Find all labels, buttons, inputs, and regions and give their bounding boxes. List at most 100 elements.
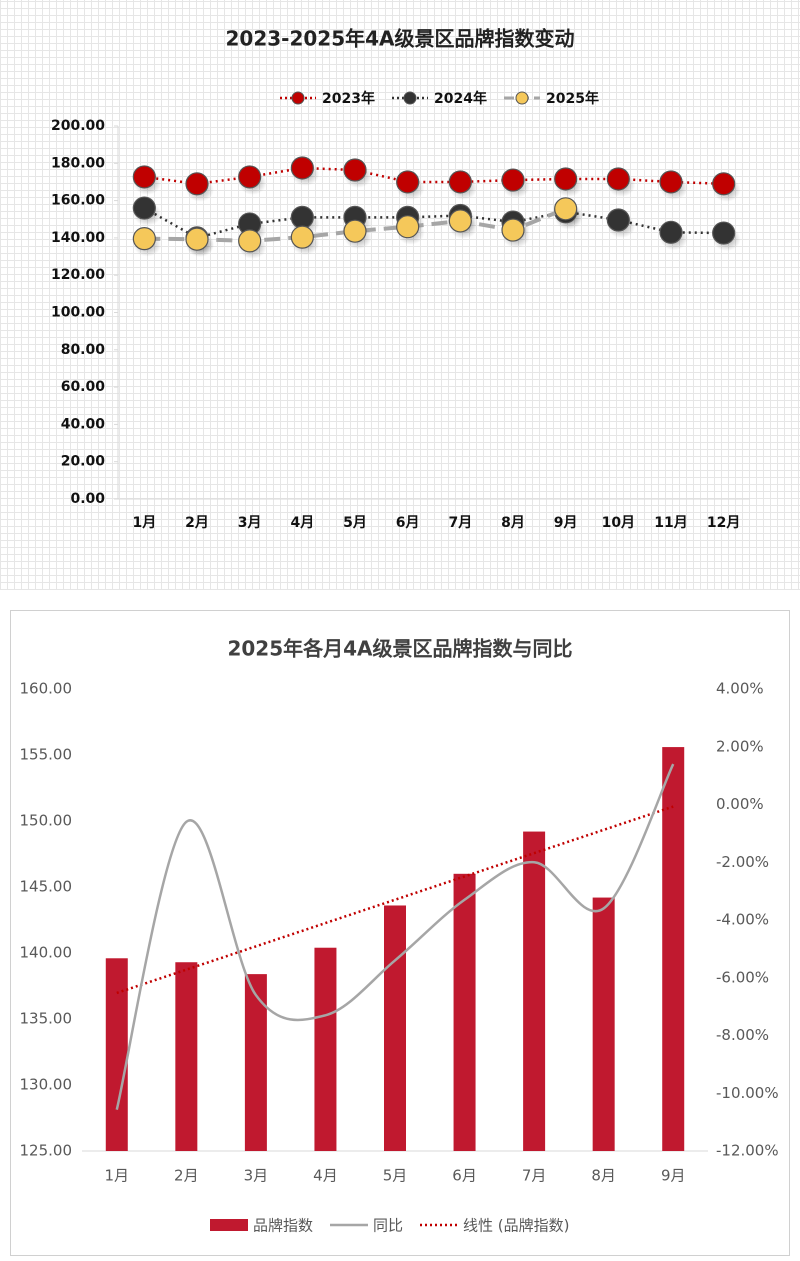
marker (132, 227, 156, 251)
y-tick-label: 135.00 (20, 1010, 73, 1028)
y2-tick-label: 2.00% (716, 737, 764, 755)
y-tick-label: 100.00 (51, 305, 105, 321)
bar (523, 831, 546, 1151)
chart-title: 2023-2025年4A级景区品牌指数变动 (225, 27, 574, 51)
marker (448, 209, 472, 233)
grid-background (0, 0, 800, 590)
marker (185, 172, 209, 196)
x-tick-label: 6月 (452, 1167, 477, 1185)
marker (659, 220, 683, 244)
x-tick-label: 5月 (383, 1167, 408, 1185)
marker (501, 168, 525, 192)
marker (659, 170, 683, 194)
x-tick-label: 9月 (554, 515, 578, 531)
marker (290, 156, 314, 180)
y2-tick-label: 0.00% (716, 795, 764, 813)
bar (592, 897, 615, 1151)
bar (314, 947, 337, 1151)
y-tick-label: 80.00 (61, 342, 106, 358)
legend-label: 2025年 (546, 90, 599, 107)
x-tick-label: 1月 (105, 1167, 130, 1185)
y-tick-label: 160.00 (51, 193, 105, 209)
y-tick-label: 150.00 (20, 812, 73, 830)
x-tick-label: 9月 (661, 1167, 686, 1185)
y-tick-label: 125.00 (20, 1142, 73, 1160)
x-tick-label: 12月 (707, 515, 740, 531)
legend-label: 线性 (品牌指数) (463, 1217, 569, 1235)
marker (132, 165, 156, 189)
marker (290, 225, 314, 249)
y2-tick-label: -2.00% (716, 853, 769, 871)
bar (453, 873, 476, 1151)
marker (343, 219, 367, 243)
y2-tick-label: -8.00% (716, 1026, 769, 1044)
marker (185, 227, 209, 251)
y-tick-label: 145.00 (20, 878, 73, 896)
x-tick-label: 4月 (313, 1167, 338, 1185)
y2-tick-label: -12.00% (716, 1142, 779, 1160)
marker (290, 205, 314, 229)
marker (554, 167, 578, 191)
x-tick-label: 5月 (343, 515, 367, 531)
legend-label: 2023年 (322, 90, 375, 107)
y-tick-label: 160.00 (20, 680, 73, 698)
chart-title: 2025年各月4A级景区品牌指数与同比 (227, 637, 572, 661)
bar (175, 962, 198, 1151)
x-tick-label: 4月 (290, 515, 314, 531)
x-tick-label: 1月 (132, 515, 156, 531)
y2-tick-label: 4.00% (716, 680, 764, 698)
x-tick-label: 10月 (602, 515, 635, 531)
x-tick-label: 11月 (654, 515, 687, 531)
bar (384, 905, 406, 1151)
x-tick-label: 6月 (396, 515, 420, 531)
y-tick-label: 40.00 (61, 416, 106, 432)
x-tick-label: 8月 (591, 1167, 616, 1185)
marker (343, 158, 367, 182)
marker (396, 170, 420, 194)
y2-tick-label: -6.00% (716, 968, 769, 986)
legend-marker (403, 91, 417, 105)
y-tick-label: 155.00 (20, 746, 73, 764)
y-tick-label: 200.00 (51, 118, 105, 134)
legend-swatch (210, 1219, 248, 1231)
bar (105, 958, 128, 1151)
y-tick-label: 140.00 (20, 944, 73, 962)
bar (244, 974, 267, 1151)
series-line (144, 166, 724, 186)
series-line (115, 763, 675, 1111)
bar (662, 747, 685, 1151)
x-tick-label: 3月 (244, 1167, 269, 1185)
y-tick-label: 120.00 (51, 267, 105, 283)
y-tick-label: 60.00 (61, 379, 106, 395)
x-tick-label: 8月 (501, 515, 525, 531)
y-tick-label: 0.00 (70, 491, 105, 507)
marker (238, 165, 262, 189)
y-tick-label: 20.00 (61, 454, 106, 470)
marker (606, 167, 630, 191)
x-tick-label: 2月 (174, 1167, 199, 1185)
marker (554, 197, 578, 221)
marker (396, 215, 420, 239)
legend-label: 2024年 (434, 90, 487, 107)
marker (448, 170, 472, 194)
marker (238, 229, 262, 253)
marker (712, 172, 736, 196)
x-tick-label: 2月 (185, 515, 209, 531)
x-tick-label: 3月 (238, 515, 262, 531)
legend-marker (515, 91, 529, 105)
legend-label: 同比 (373, 1217, 403, 1235)
y-tick-label: 180.00 (51, 155, 105, 171)
y-tick-label: 140.00 (51, 230, 105, 246)
marker (132, 196, 156, 220)
marker (712, 221, 736, 245)
y2-tick-label: -10.00% (716, 1084, 779, 1102)
y2-tick-label: -4.00% (716, 911, 769, 929)
x-tick-label: 7月 (448, 515, 472, 531)
x-tick-label: 7月 (522, 1167, 547, 1185)
marker (606, 208, 630, 232)
y-tick-label: 130.00 (20, 1076, 73, 1094)
legend-marker (291, 91, 305, 105)
marker (501, 218, 525, 242)
